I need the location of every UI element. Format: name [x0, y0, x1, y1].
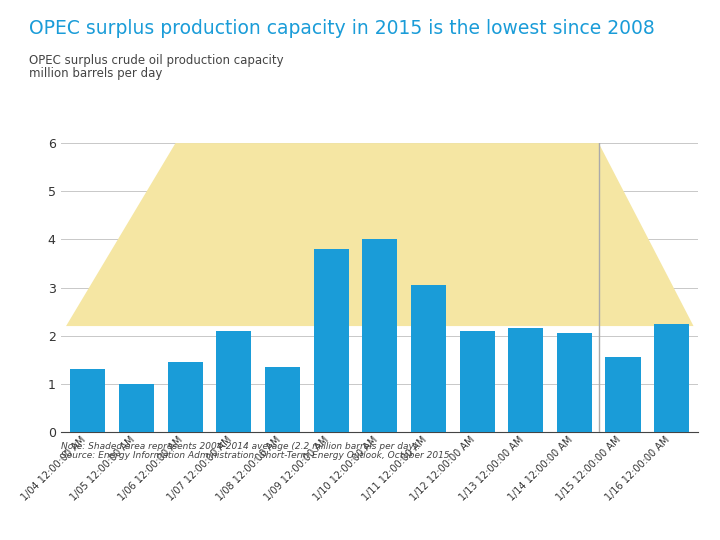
Bar: [71, 369, 105, 432]
Text: million barrels per day: million barrels per day: [29, 67, 162, 80]
Bar: [557, 333, 592, 432]
Text: 7: 7: [688, 502, 701, 522]
Bar: [314, 249, 348, 432]
Bar: [119, 384, 154, 432]
Polygon shape: [66, 143, 693, 326]
Text: New York Energy Forum | Oil and gas outlook: New York Energy Forum | Oil and gas outl…: [104, 498, 355, 509]
Bar: [265, 367, 300, 432]
Bar: [362, 239, 397, 432]
Bar: [217, 331, 251, 432]
Bar: [508, 328, 543, 432]
Text: eia: eia: [17, 501, 52, 521]
Bar: [459, 331, 495, 432]
Text: Source: Energy Information Administration, Short-Term Energy Outlook, October 20: Source: Energy Information Administratio…: [61, 451, 450, 461]
Bar: [411, 285, 446, 432]
Text: Note: Shaded area represents 2004-2014 average (2.2 million barrels per day).: Note: Shaded area represents 2004-2014 a…: [61, 442, 420, 451]
Bar: [606, 357, 641, 432]
Text: OPEC surplus crude oil production capacity: OPEC surplus crude oil production capaci…: [29, 54, 284, 67]
Bar: [654, 323, 689, 432]
Bar: [168, 362, 203, 432]
Text: October 15, 2015: October 15, 2015: [104, 514, 202, 524]
Text: OPEC surplus production capacity in 2015 is the lowest since 2008: OPEC surplus production capacity in 2015…: [29, 19, 654, 38]
